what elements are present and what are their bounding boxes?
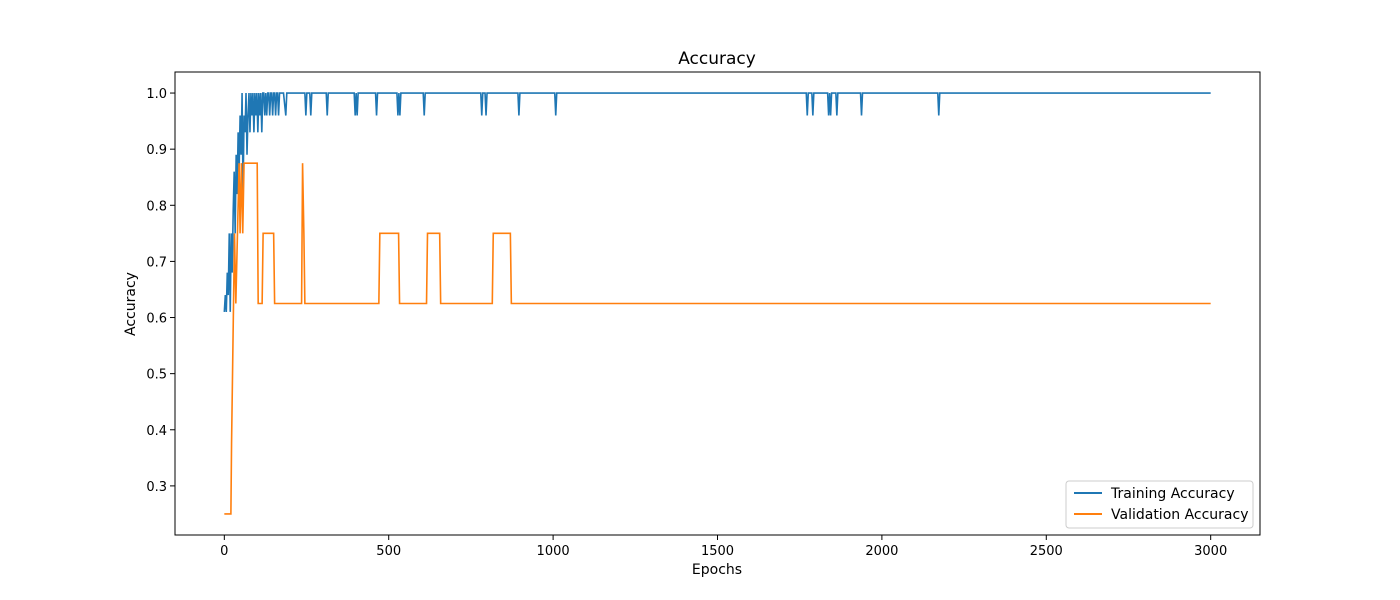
x-tick-label: 500 (376, 544, 401, 559)
validation-accuracy-line (224, 162, 1211, 515)
x-axis-label: Epochs (692, 562, 742, 578)
x-tick-label: 2500 (1030, 544, 1063, 559)
x-tick-label: 1500 (701, 544, 734, 559)
x-tick-label: 3000 (1194, 544, 1227, 559)
x-axis: 0 500 1000 1500 2000 2500 3000 (220, 535, 1227, 559)
y-tick-label: 0.8 (146, 199, 167, 214)
legend-label-validation: Validation Accuracy (1111, 507, 1249, 523)
y-tick-label: 0.3 (146, 480, 167, 495)
y-axis-label: Accuracy (123, 272, 139, 336)
x-tick-label: 2000 (865, 544, 898, 559)
x-tick-label: 0 (220, 544, 228, 559)
legend-label-training: Training Accuracy (1110, 486, 1235, 502)
y-tick-label: 0.9 (146, 143, 167, 158)
plot-lines (223, 92, 1211, 515)
y-tick-label: 0.4 (146, 424, 167, 439)
legend: Training Accuracy Validation Accuracy (1065, 480, 1254, 529)
y-tick-label: 0.7 (146, 255, 167, 270)
x-tick-label: 1000 (537, 544, 570, 559)
training-accuracy-line (223, 92, 1211, 312)
y-axis: 0.3 0.4 0.5 0.6 0.7 0.8 0.9 1.0 (146, 87, 175, 495)
chart-title: Accuracy (678, 49, 756, 69)
y-tick-label: 1.0 (146, 87, 167, 102)
y-tick-label: 0.6 (146, 312, 167, 327)
y-tick-label: 0.5 (146, 368, 167, 383)
legend-box (1065, 480, 1254, 529)
